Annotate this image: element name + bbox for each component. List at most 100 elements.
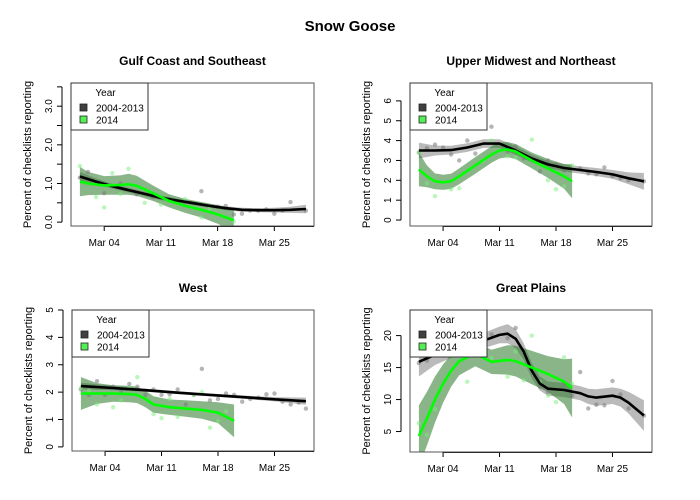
panel-0: Gulf Coast and Southeast Percent of check… xyxy=(22,54,315,249)
data-point-2014 xyxy=(223,409,229,414)
data-point-2004-2013 xyxy=(432,142,438,147)
legend-label: 2014 xyxy=(435,343,458,354)
y-tick-label: 3 xyxy=(383,157,394,163)
y-tick-label: 5 xyxy=(383,428,394,434)
legend-swatch-2014 xyxy=(79,115,88,124)
panel-title: Upper Midwest and Northeast xyxy=(446,54,615,68)
data-point-2014 xyxy=(142,200,147,206)
data-point-2014 xyxy=(505,374,510,379)
data-point-2014 xyxy=(110,404,116,410)
y-tick-label: 1 xyxy=(45,416,56,422)
data-point-2004-2013 xyxy=(240,399,245,404)
plot-area xyxy=(77,163,309,226)
trend-line-2004-2013 xyxy=(80,384,306,403)
legend-swatch-2014 xyxy=(418,115,427,124)
data-point-2004-2013 xyxy=(602,165,607,170)
plot-frame xyxy=(409,82,653,227)
data-point-2004-2013 xyxy=(545,158,551,163)
data-point-2004-2013 xyxy=(135,384,140,389)
panel-title: West xyxy=(179,281,207,295)
data-point-2004-2013 xyxy=(545,389,551,395)
x-tick-label: Mar 11 xyxy=(146,238,177,249)
data-point-2004-2013 xyxy=(94,378,100,384)
data-point-2014 xyxy=(513,349,518,354)
data-point-2014 xyxy=(118,191,123,197)
data-point-2014 xyxy=(93,194,99,200)
data-point-2014 xyxy=(569,381,575,386)
x-tick-label: Mar 25 xyxy=(597,464,629,475)
data-point-2014 xyxy=(545,393,551,398)
data-point-2014 xyxy=(521,378,526,383)
x-tick-label: Mar 04 xyxy=(428,238,460,249)
data-point-2004-2013 xyxy=(489,332,494,337)
data-point-2004-2013 xyxy=(569,393,575,398)
plot-frame xyxy=(70,82,315,227)
data-point-2014 xyxy=(529,333,535,338)
y-tick-label: 0 xyxy=(383,217,394,223)
data-point-2004-2013 xyxy=(440,145,446,150)
data-point-2014 xyxy=(489,355,494,361)
data-point-2004-2013 xyxy=(448,152,454,157)
data-point-2004-2013 xyxy=(618,392,623,397)
data-point-2004-2013 xyxy=(626,406,631,411)
data-point-2004-2013 xyxy=(143,392,148,398)
data-point-2004-2013 xyxy=(288,199,293,205)
plot-frame xyxy=(409,309,653,453)
panel-3: Great Plains Percent of checklists report… xyxy=(361,281,653,475)
data-point-2004-2013 xyxy=(288,402,293,407)
data-point-2014 xyxy=(207,425,213,430)
legend-label: 2004-2013 xyxy=(96,104,144,115)
confidence-band-2014 xyxy=(79,166,234,226)
data-point-2004-2013 xyxy=(537,169,543,174)
legend-swatch-2014 xyxy=(418,342,427,351)
data-point-2014 xyxy=(561,184,567,189)
data-point-2004-2013 xyxy=(602,403,607,408)
data-point-2004-2013 xyxy=(489,124,494,129)
data-point-2004-2013 xyxy=(159,392,164,398)
data-point-2014 xyxy=(553,399,559,405)
y-tick-label: 6 xyxy=(383,98,394,104)
data-point-2014 xyxy=(457,186,462,191)
x-tick-label: Mar 18 xyxy=(540,464,572,475)
x-tick-label: Mar 25 xyxy=(597,238,629,249)
legend-label: 2014 xyxy=(96,116,119,127)
data-point-2014 xyxy=(448,187,454,192)
x-tick-label: Mar 04 xyxy=(428,464,460,475)
data-point-2004-2013 xyxy=(272,211,277,216)
data-point-2014 xyxy=(158,202,164,207)
y-axis-label: Percent of checklists reporting xyxy=(361,307,373,454)
legend-label: 2014 xyxy=(435,116,458,127)
legend-label: 2004-2013 xyxy=(97,331,145,342)
x-tick-label: Mar 25 xyxy=(259,238,291,249)
y-axis-label: Percent of checklists reporting xyxy=(23,307,35,454)
x-tick-label: Mar 04 xyxy=(90,463,122,474)
plot-area xyxy=(416,124,647,199)
y-tick-label: 1.0 xyxy=(44,176,55,190)
data-point-2004-2013 xyxy=(199,366,205,372)
chart-main-title: Snow Goose xyxy=(304,18,396,35)
y-tick-label: 0.0 xyxy=(44,215,55,229)
panel-1: Upper Midwest and Northeast Percent of ch… xyxy=(361,54,653,249)
trend-line-2014 xyxy=(418,148,573,184)
panel-title: Great Plains xyxy=(496,281,566,295)
data-point-2014 xyxy=(505,154,510,159)
confidence-band-2014 xyxy=(418,142,573,199)
data-point-2014 xyxy=(424,181,430,186)
legend-title: Year xyxy=(95,88,116,99)
trend-line-2004-2013 xyxy=(418,142,645,183)
data-point-2004-2013 xyxy=(457,158,462,163)
data-point-2004-2013 xyxy=(231,212,237,217)
data-point-2014 xyxy=(207,206,212,211)
legend-title: Year xyxy=(96,315,117,326)
data-point-2004-2013 xyxy=(207,398,213,403)
data-point-2014 xyxy=(86,388,92,393)
data-point-2014 xyxy=(167,396,172,402)
panel-2: West Percent of checklists reporting 0 1 2 3 4… xyxy=(23,281,315,474)
data-point-2014 xyxy=(529,137,535,142)
data-point-2004-2013 xyxy=(223,391,229,396)
data-point-2014 xyxy=(94,402,100,407)
y-tick-label: 0 xyxy=(45,444,56,450)
legend-swatch-2004-2013 xyxy=(418,103,427,112)
